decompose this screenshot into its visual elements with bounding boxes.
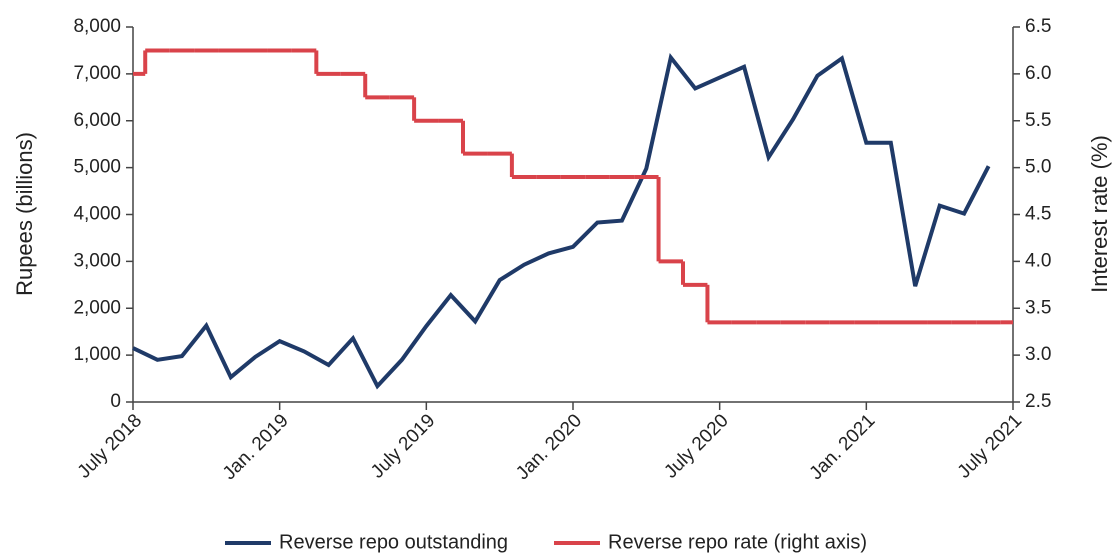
y-tick-label: 0 bbox=[110, 391, 121, 412]
series-line bbox=[132, 52, 991, 390]
y-tick-label: 5,000 bbox=[73, 157, 121, 178]
legend-label: Reverse repo outstanding bbox=[279, 531, 508, 553]
y-tick-label: 8,000 bbox=[73, 16, 121, 37]
y-tick-label: 7,000 bbox=[73, 63, 121, 84]
y2-tick-label: 3.5 bbox=[1025, 297, 1051, 318]
y2-tick-label: 6.0 bbox=[1025, 63, 1051, 84]
x-tick-label: Jan. 2021 bbox=[806, 410, 880, 484]
y-axis-label: Rupees (billions) bbox=[12, 132, 37, 296]
x-tick-label: Jan. 2019 bbox=[219, 410, 293, 484]
y2-tick-label: 4.5 bbox=[1025, 204, 1051, 225]
y-tick-label: 4,000 bbox=[73, 204, 121, 225]
y-tick-label: 2,000 bbox=[73, 297, 121, 318]
x-tick-label: Jan. 2020 bbox=[512, 410, 586, 484]
y-tick-label: 3,000 bbox=[73, 250, 121, 271]
x-tick-label: July 2018 bbox=[74, 410, 146, 482]
y2-tick-label: 4.0 bbox=[1025, 250, 1051, 271]
y-tick-label: 1,000 bbox=[73, 344, 121, 365]
y2-axis-label: Interest rate (%) bbox=[1087, 135, 1112, 293]
y2-tick-label: 3.0 bbox=[1025, 344, 1051, 365]
y2-tick-label: 6.5 bbox=[1025, 16, 1051, 37]
y2-tick-label: 5.0 bbox=[1025, 157, 1051, 178]
x-tick-label: July 2020 bbox=[660, 410, 732, 482]
y-tick-label: 6,000 bbox=[73, 110, 121, 131]
x-tick-label: July 2019 bbox=[367, 410, 439, 482]
y2-tick-label: 5.5 bbox=[1025, 110, 1051, 131]
legend-label: Reverse repo rate (right axis) bbox=[608, 531, 867, 553]
x-tick-label: July 2021 bbox=[954, 410, 1026, 482]
y2-tick-label: 2.5 bbox=[1025, 391, 1051, 412]
